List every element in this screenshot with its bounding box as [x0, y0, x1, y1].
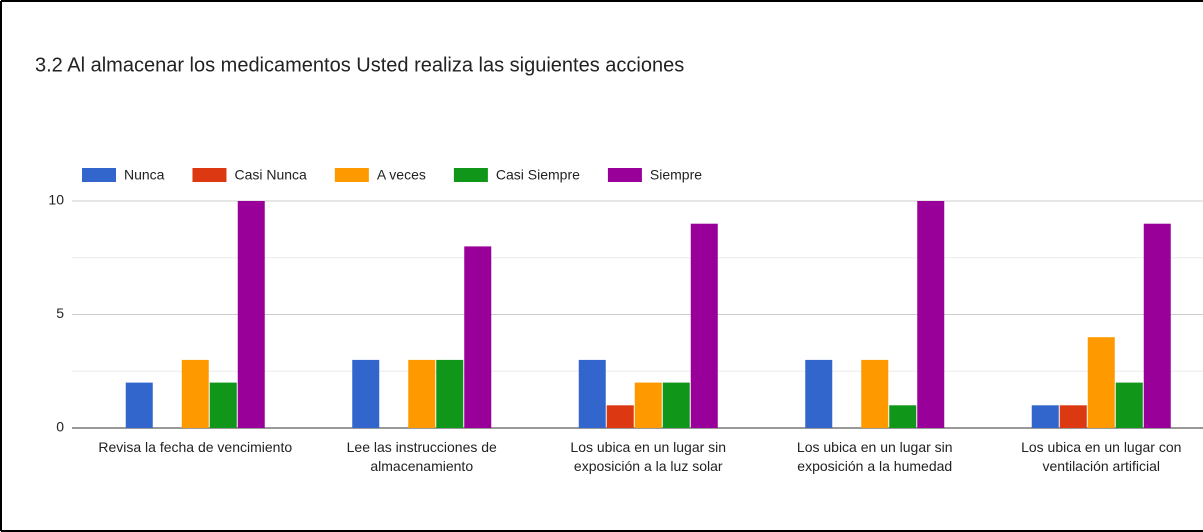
bar	[408, 359, 436, 428]
y-tick-label: 0	[56, 419, 64, 435]
bar	[125, 382, 153, 428]
bar	[464, 246, 492, 428]
bar	[209, 382, 237, 428]
y-tick-label: 5	[56, 305, 64, 321]
bar	[1115, 382, 1143, 428]
bar	[578, 359, 606, 428]
legend-swatch	[334, 168, 369, 182]
bar	[237, 201, 265, 428]
x-tick-label: Los ubica en un lugar sin exposición a l…	[796, 439, 953, 474]
legend-label: Casi Nunca	[234, 167, 307, 183]
bar	[181, 359, 209, 428]
legend-label: A veces	[377, 167, 426, 183]
bar	[1143, 223, 1171, 428]
bar	[1059, 405, 1087, 428]
chart-title: 3.2 Al almacenar los medicamentos Usted …	[35, 54, 684, 76]
bar	[436, 359, 464, 428]
x-tick-label: Los ubica en un lugar con ventilación ar…	[1021, 439, 1182, 474]
legend-swatch	[607, 168, 642, 182]
bar	[606, 405, 634, 428]
bar	[634, 382, 662, 428]
bar	[1031, 405, 1059, 428]
legend-label: Siempre	[650, 167, 702, 183]
bar	[690, 223, 718, 428]
bar	[352, 359, 380, 428]
y-tick-label: 10	[48, 192, 64, 208]
bar	[917, 201, 945, 428]
bar	[805, 359, 833, 428]
legend-swatch	[453, 168, 488, 182]
bar	[662, 382, 690, 428]
bar	[861, 359, 889, 428]
bar	[1087, 337, 1115, 428]
x-tick-label: Los ubica en un lugar sin exposición a l…	[570, 439, 727, 474]
legend-label: Nunca	[124, 167, 165, 183]
bar	[889, 405, 917, 428]
legend-swatch	[82, 168, 116, 182]
legend-swatch	[192, 168, 227, 182]
x-tick-label: Revisa la fecha de vencimiento	[98, 439, 293, 455]
x-tick-label: Lee las instrucciones de almacenamiento	[346, 439, 497, 474]
legend-label: Casi Siempre	[496, 167, 580, 183]
